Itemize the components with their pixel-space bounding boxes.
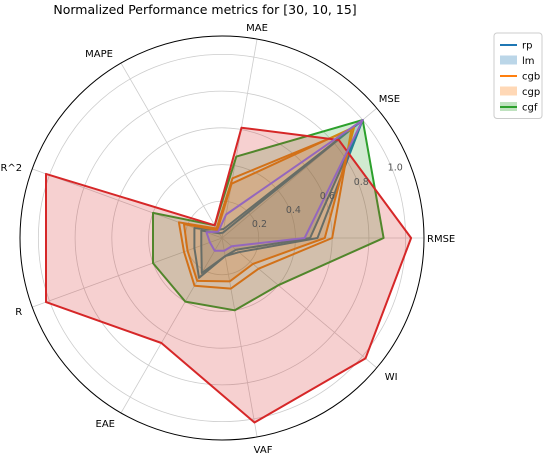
series-lm-line	[200, 119, 364, 274]
axis-label-mae: MAE	[246, 23, 268, 34]
legend-label-rp: rp	[522, 41, 532, 52]
legend-swatch-lm	[500, 55, 517, 65]
legend-label-cgp: cgp	[522, 87, 540, 98]
axis-label-vaf: VAF	[254, 445, 273, 456]
series-cgp-area	[184, 127, 355, 282]
legend-swatch-cgp	[500, 86, 517, 96]
legend-label-cgb: cgb	[522, 72, 540, 83]
series-rp-line	[193, 119, 364, 279]
series-cgf-area	[153, 120, 384, 311]
axis-labels: RMSE MSE MAE MAPE R^2 R EAE VAF WI	[0, 23, 455, 456]
spoke-8	[221, 237, 377, 369]
series-cgb-line	[177, 128, 353, 290]
r-tick-label-5: 1.0	[388, 163, 403, 174]
axis-label-mse: MSE	[379, 94, 400, 105]
legend-label-lm: lm	[522, 56, 535, 67]
axis-label-mape: MAPE	[85, 49, 113, 60]
r-tick-label-1: 0.2	[252, 219, 267, 230]
radial-tick-labels: 0.2 0.4 0.6 0.8 1.0	[252, 163, 403, 230]
series-cgf-line	[152, 119, 385, 312]
series-cgp-line	[183, 126, 356, 283]
series-unnamed-6-line	[205, 119, 364, 252]
legend: rp lm cgb cgp cgf	[493, 32, 543, 119]
spoke-7	[221, 237, 258, 438]
legend-box	[493, 32, 543, 119]
r-tick-label-3: 0.6	[320, 191, 335, 202]
series-unnamed-5-line	[45, 126, 413, 424]
legend-label-cgf: cgf	[522, 103, 538, 114]
polar-frame	[19, 35, 425, 441]
series-lm-area	[201, 120, 363, 273]
spoke-4	[32, 168, 223, 239]
axis-label-eae: EAE	[96, 419, 115, 430]
chart-title: Normalized Performance metrics for [30, …	[53, 2, 356, 17]
spoke-5	[32, 237, 223, 308]
series-unnamed-5-area	[46, 127, 412, 423]
radar-grid	[19, 35, 425, 441]
spoke-6	[120, 237, 223, 414]
r-tick-label-2: 0.4	[286, 205, 301, 216]
radar-series	[45, 119, 413, 424]
spoke-3	[120, 62, 223, 239]
r-tick-label-4: 0.8	[354, 177, 369, 188]
axis-label-r2: R^2	[0, 163, 22, 174]
axis-label-wi: WI	[385, 372, 398, 383]
axis-label-r: R	[15, 307, 22, 318]
axis-label-rmse: RMSE	[427, 234, 455, 245]
